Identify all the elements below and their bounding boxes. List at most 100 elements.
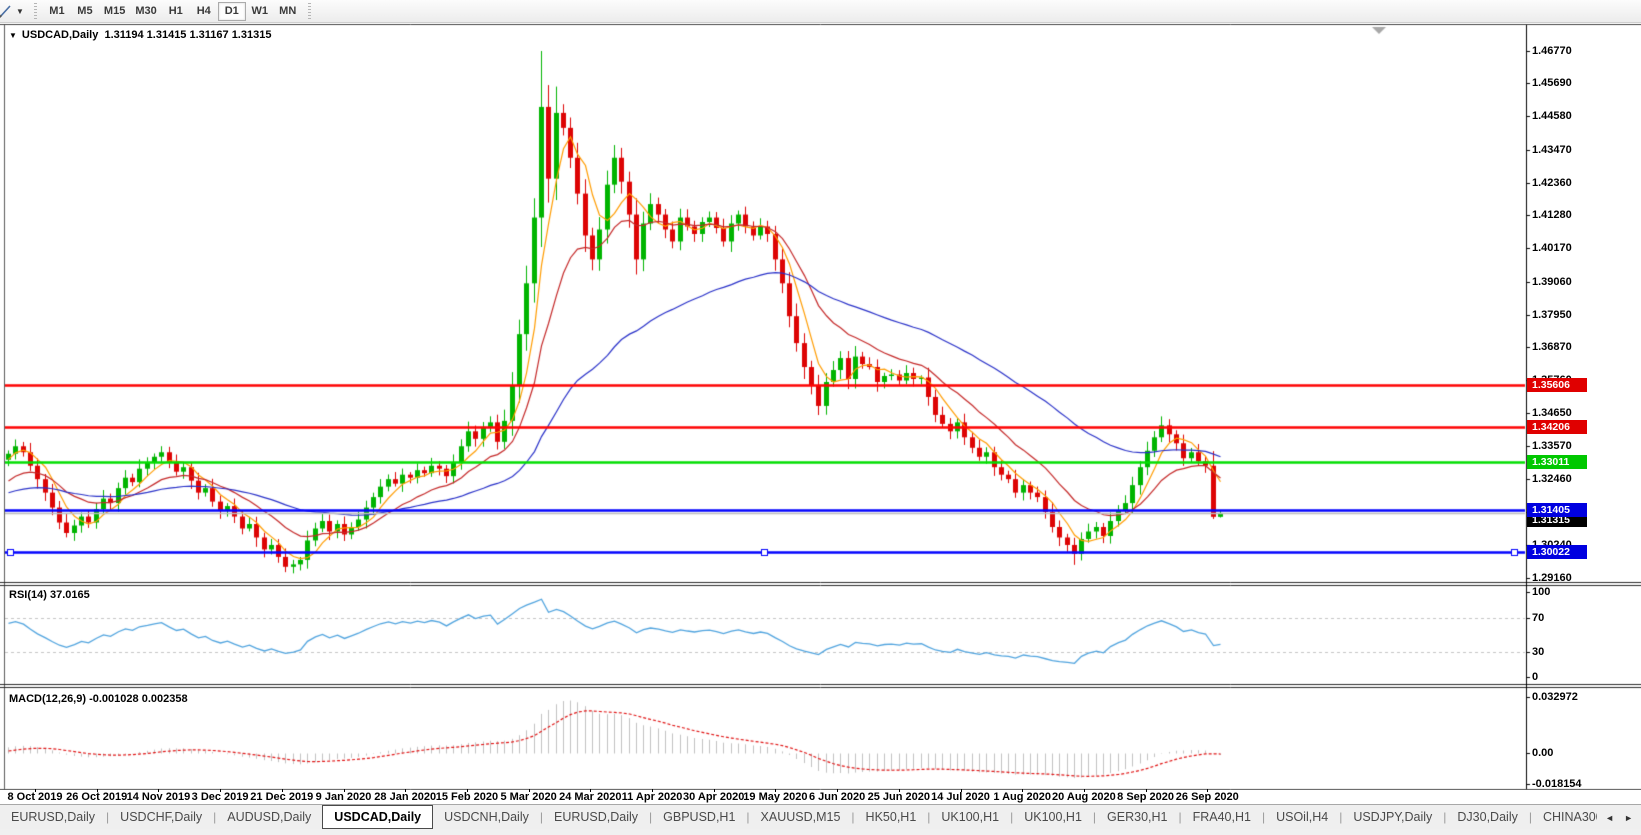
price-tick-1.45690: 1.45690 <box>1532 77 1572 90</box>
date-label-11: 11 Apr 2020 <box>621 791 683 803</box>
toolbar-grip-2 <box>307 2 311 20</box>
tab-usdchf-daily[interactable]: USDCHF,Daily <box>120 810 203 824</box>
date-tick <box>35 789 36 792</box>
date-label-12: 30 Apr 2020 <box>683 791 745 803</box>
date-label-16: 14 Jul 2020 <box>931 791 990 803</box>
tab-scroll-arrows: ◄ ► <box>1597 805 1641 829</box>
macd-tick-0.032972: 0.032972 <box>1532 690 1578 703</box>
tab-uk100-h1[interactable]: UK100,H1 <box>941 810 1000 824</box>
price-tick-1.32460: 1.32460 <box>1532 472 1572 485</box>
timeframe-button-d1[interactable]: D1 <box>217 1 246 21</box>
price-tick-1.34650: 1.34650 <box>1532 407 1572 420</box>
tab-separator: | <box>746 810 750 824</box>
tab-hk50-h1[interactable]: HK50,H1 <box>865 810 917 824</box>
date-tick <box>220 789 222 792</box>
date-label-2: 26 Oct 2019 <box>66 791 128 803</box>
tab-dj30-daily[interactable]: DJ30,Daily <box>1457 810 1518 824</box>
toolbar-grip <box>33 2 37 20</box>
tab-scroll-left-icon[interactable]: ◄ <box>1605 812 1615 823</box>
timeframe-button-h4[interactable]: H4 <box>196 4 211 17</box>
timeframe-button-w1[interactable]: W1 <box>251 4 268 17</box>
rsi-tick-0: 0 <box>1532 671 1539 683</box>
date-tick <box>343 789 345 792</box>
tab-separator: | <box>1178 810 1182 824</box>
date-tick <box>1022 789 1024 792</box>
timeframe-button-h1[interactable]: H1 <box>168 4 183 17</box>
date-tick <box>158 789 160 792</box>
date-label-13: 19 May 2020 <box>743 791 808 803</box>
hline-badge-1.35606: 1.35606 <box>1527 377 1587 392</box>
tab-uk100-h1[interactable]: UK100,H1 <box>1024 810 1082 824</box>
tab-eurusd-daily[interactable]: EURUSD,Daily <box>11 810 96 824</box>
tab-usdcad-daily[interactable]: USDCAD,Daily <box>322 805 434 829</box>
price-tick-1.36870: 1.36870 <box>1532 341 1572 353</box>
macd-tick-0.00: 0.00 <box>1532 747 1554 759</box>
tab-usdjpy-daily[interactable]: USDJPY,Daily <box>1353 810 1433 824</box>
macd-tick--0.018154: -0.018154 <box>1532 777 1582 790</box>
date-tick <box>1145 789 1147 792</box>
tab-audusd-daily[interactable]: AUDUSD,Daily <box>227 810 312 824</box>
hline-badge-1.31405: 1.31405 <box>1527 503 1587 518</box>
timeframe-button-m30[interactable]: M30 <box>135 4 157 17</box>
date-tick <box>1207 789 1209 792</box>
tab-separator: | <box>649 810 653 824</box>
tab-fra40-h1[interactable]: FRA40,H1 <box>1192 810 1251 824</box>
date-tick <box>898 789 900 792</box>
hline-badge-1.33011: 1.33011 <box>1527 455 1587 470</box>
macd-signal-value: 0.002358 <box>141 693 188 705</box>
rsi-value: 37.0165 <box>49 589 90 601</box>
tab-usdcnh-daily[interactable]: USDCNH,Daily <box>444 810 529 824</box>
date-label-17: 1 Aug 2020 <box>993 791 1052 803</box>
rsi-tick-70: 70 <box>1532 611 1545 624</box>
price-tick-1.29160: 1.29160 <box>1532 571 1572 584</box>
chart-canvas[interactable] <box>0 24 1641 790</box>
tab-separator: | <box>1339 810 1343 824</box>
date-label-18: 20 Aug 2020 <box>1051 791 1116 803</box>
price-tick-1.42360: 1.42360 <box>1532 176 1572 189</box>
tab-gbpusd-h1[interactable]: GBPUSD,H1 <box>663 810 736 824</box>
date-tick <box>775 789 777 792</box>
hline-badge-1.30022: 1.30022 <box>1527 544 1587 559</box>
tab-eurusd-daily[interactable]: EURUSD,Daily <box>553 810 639 824</box>
tab-scroll-right-icon[interactable]: ► <box>1624 812 1633 823</box>
tab-usoil-h4[interactable]: USOil,H4 <box>1276 810 1329 824</box>
price-tick-1.44580: 1.44580 <box>1532 110 1572 123</box>
date-tick <box>713 789 715 792</box>
rsi-tick-30: 30 <box>1532 645 1545 658</box>
symbol-dropdown-icon[interactable]: ▼ <box>9 31 17 40</box>
date-label-20: 26 Sep 2020 <box>1175 791 1239 803</box>
price-tick-1.41280: 1.41280 <box>1532 209 1572 222</box>
date-label-19: 8 Sep 2020 <box>1117 791 1175 803</box>
timeframe-button-m1[interactable]: M1 <box>49 4 65 17</box>
date-label-9: 5 Mar 2020 <box>500 791 557 803</box>
date-label-8: 15 Feb 2020 <box>435 791 499 803</box>
timeframe-button-m15[interactable]: M15 <box>103 4 126 17</box>
date-tick <box>405 789 407 792</box>
date-label-14: 6 Jun 2020 <box>808 791 866 803</box>
tab-separator: | <box>213 810 217 824</box>
macd-name: MACD(12,26,9) <box>9 693 87 705</box>
price-tick-1.46770: 1.46770 <box>1532 45 1572 57</box>
draw-tool-icon[interactable] <box>0 3 14 20</box>
rsi-indicator-label: RSI(14) 37.0165 <box>9 589 90 601</box>
price-tick-1.43470: 1.43470 <box>1532 143 1572 156</box>
tab-xauusd-m15[interactable]: XAUUSD,M15 <box>760 810 841 824</box>
chart-ohlc-readout: 1.31194 1.31415 1.31167 1.31315 <box>104 29 272 41</box>
date-label-7: 28 Jan 2020 <box>374 791 437 803</box>
price-tick-1.37950: 1.37950 <box>1532 308 1572 321</box>
date-label-6: 9 Jan 2020 <box>315 791 372 803</box>
tab-ger30-h1[interactable]: GER30,H1 <box>1107 810 1168 824</box>
date-label-5: 21 Dec 2019 <box>250 791 314 803</box>
chart-title: ▼ USDCAD,Daily 1.31194 1.31415 1.31167 1.… <box>9 29 271 41</box>
timeframe-button-mn[interactable]: MN <box>279 4 297 17</box>
chart-symbol-period: USDCAD,Daily <box>21 29 99 41</box>
date-tick <box>466 789 468 792</box>
date-tick <box>590 789 592 792</box>
timeframe-button-m5[interactable]: M5 <box>77 4 93 17</box>
hline-badge-1.34206: 1.34206 <box>1527 419 1587 434</box>
macd-indicator-label: MACD(12,26,9) -0.001028 0.002358 <box>9 693 188 705</box>
tab-separator: | <box>1443 810 1447 824</box>
tool-dropdown-arrow-icon[interactable]: ▼ <box>16 6 24 16</box>
tab-separator: | <box>1092 810 1097 824</box>
tab-separator: | <box>927 810 931 824</box>
